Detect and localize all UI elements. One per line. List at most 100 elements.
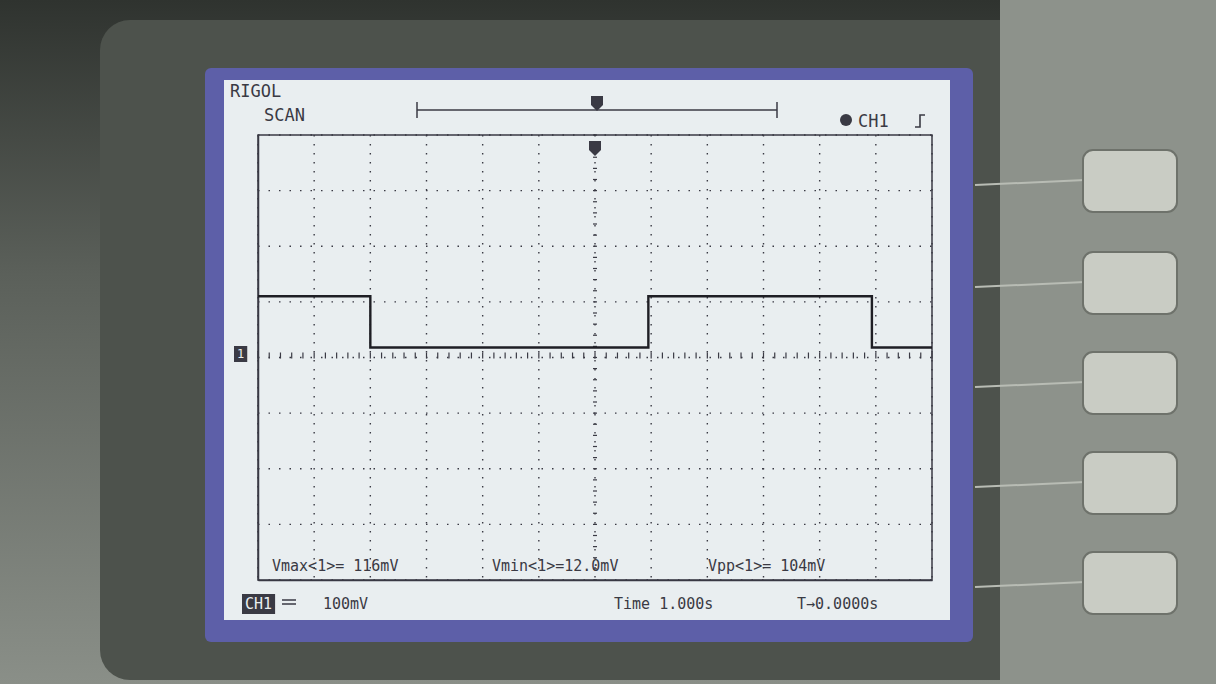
minor-tick (593, 468, 597, 469)
menu-button[interactable] (1083, 552, 1177, 614)
minor-tick (593, 502, 597, 503)
annotation: Vmin<1>=12.0mV (492, 557, 618, 575)
minor-tick (516, 353, 517, 359)
minor-tick (593, 324, 597, 325)
minor-tick (695, 353, 696, 359)
minor-tick (593, 424, 597, 425)
side-panel (1000, 0, 1216, 684)
grid-line-x (763, 135, 764, 580)
grid-line-x (875, 135, 876, 580)
minor-tick (347, 353, 348, 359)
grid-line-x (538, 135, 539, 580)
minor-tick (482, 353, 483, 359)
menu-button[interactable] (1083, 252, 1177, 314)
scene: RIGOLSCANCH1Vmax<1>= 116mVVmin<1>=12.0mV… (0, 0, 1216, 684)
minor-tick (593, 168, 597, 169)
minor-tick (359, 353, 360, 359)
coupling-icon (282, 600, 296, 604)
minor-tick (593, 457, 597, 458)
minor-tick (593, 335, 597, 336)
minor-tick (898, 353, 899, 359)
grid-line-x (426, 135, 427, 580)
button-guide (975, 382, 1085, 387)
minor-tick (460, 353, 461, 359)
minor-tick (593, 190, 597, 191)
minor-tick (593, 513, 597, 514)
minor-tick (403, 353, 404, 359)
minor-tick (593, 279, 597, 280)
minor-tick (593, 390, 597, 391)
minor-tick (684, 353, 685, 359)
minor-tick (583, 353, 584, 359)
minor-tick (662, 353, 663, 359)
button-guide (975, 282, 1085, 287)
minor-tick (593, 401, 597, 402)
plot-frame (258, 135, 932, 580)
grid-line-x (313, 135, 314, 580)
grid-line-y (258, 412, 932, 413)
grid-line-y (258, 524, 932, 525)
minor-tick (593, 546, 597, 547)
minor-tick (707, 353, 708, 359)
grid-line-y (258, 190, 932, 191)
minor-tick (527, 353, 528, 359)
trigger-position (589, 141, 601, 156)
minor-tick (651, 353, 652, 359)
button-guide (975, 582, 1085, 587)
annotation: Time 1.000s (614, 595, 713, 613)
minor-tick (381, 353, 382, 359)
minor-tick (336, 353, 337, 359)
minor-tick (593, 268, 597, 269)
minor-tick (593, 357, 597, 358)
minor-tick (617, 353, 618, 359)
minor-tick (808, 353, 809, 359)
minor-tick (606, 353, 607, 359)
minor-tick (593, 368, 597, 369)
minor-tick (909, 353, 910, 359)
grid-line-y (258, 301, 932, 302)
minor-tick (718, 353, 719, 359)
annotation: Vpp<1>= 104mV (708, 557, 825, 575)
minor-tick (875, 353, 876, 359)
annotation: Vmax<1>= 116mV (272, 557, 398, 575)
minor-tick (314, 353, 315, 359)
minor-tick (593, 134, 597, 135)
minor-tick (415, 353, 416, 359)
button-guide (975, 180, 1085, 185)
minor-tick (269, 353, 270, 359)
center-ticks (258, 135, 932, 580)
annotation: SCAN (264, 105, 305, 125)
minor-tick (593, 157, 597, 158)
label-box (242, 594, 275, 614)
minor-tick (886, 353, 887, 359)
trigger-marker (591, 96, 603, 111)
minor-tick (437, 353, 438, 359)
minor-tick (370, 353, 371, 359)
minor-tick (593, 446, 597, 447)
trigger-icon (840, 114, 852, 126)
grid-line-x (650, 135, 651, 580)
waveform (258, 296, 932, 347)
minor-tick (493, 353, 494, 359)
minor-tick (819, 353, 820, 359)
bezel (0, 0, 1216, 684)
minor-tick (302, 353, 303, 359)
minor-tick (426, 353, 427, 359)
minor-tick (593, 490, 597, 491)
minor-tick (593, 435, 597, 436)
minor-tick (471, 353, 472, 359)
minor-tick (774, 353, 775, 359)
minor-tick (593, 179, 597, 180)
minor-tick (752, 353, 753, 359)
minor-tick (593, 301, 597, 302)
menu-button[interactable] (1083, 352, 1177, 414)
annotation: T→0.0000s (797, 595, 878, 613)
minor-tick (505, 353, 506, 359)
menu-button[interactable] (1083, 452, 1177, 514)
menu-button[interactable] (1083, 150, 1177, 212)
minor-tick (593, 290, 597, 291)
annotation: CH1 (858, 111, 889, 131)
annotation: 100mV (323, 595, 368, 613)
minor-tick (593, 223, 597, 224)
minor-tick (291, 353, 292, 359)
